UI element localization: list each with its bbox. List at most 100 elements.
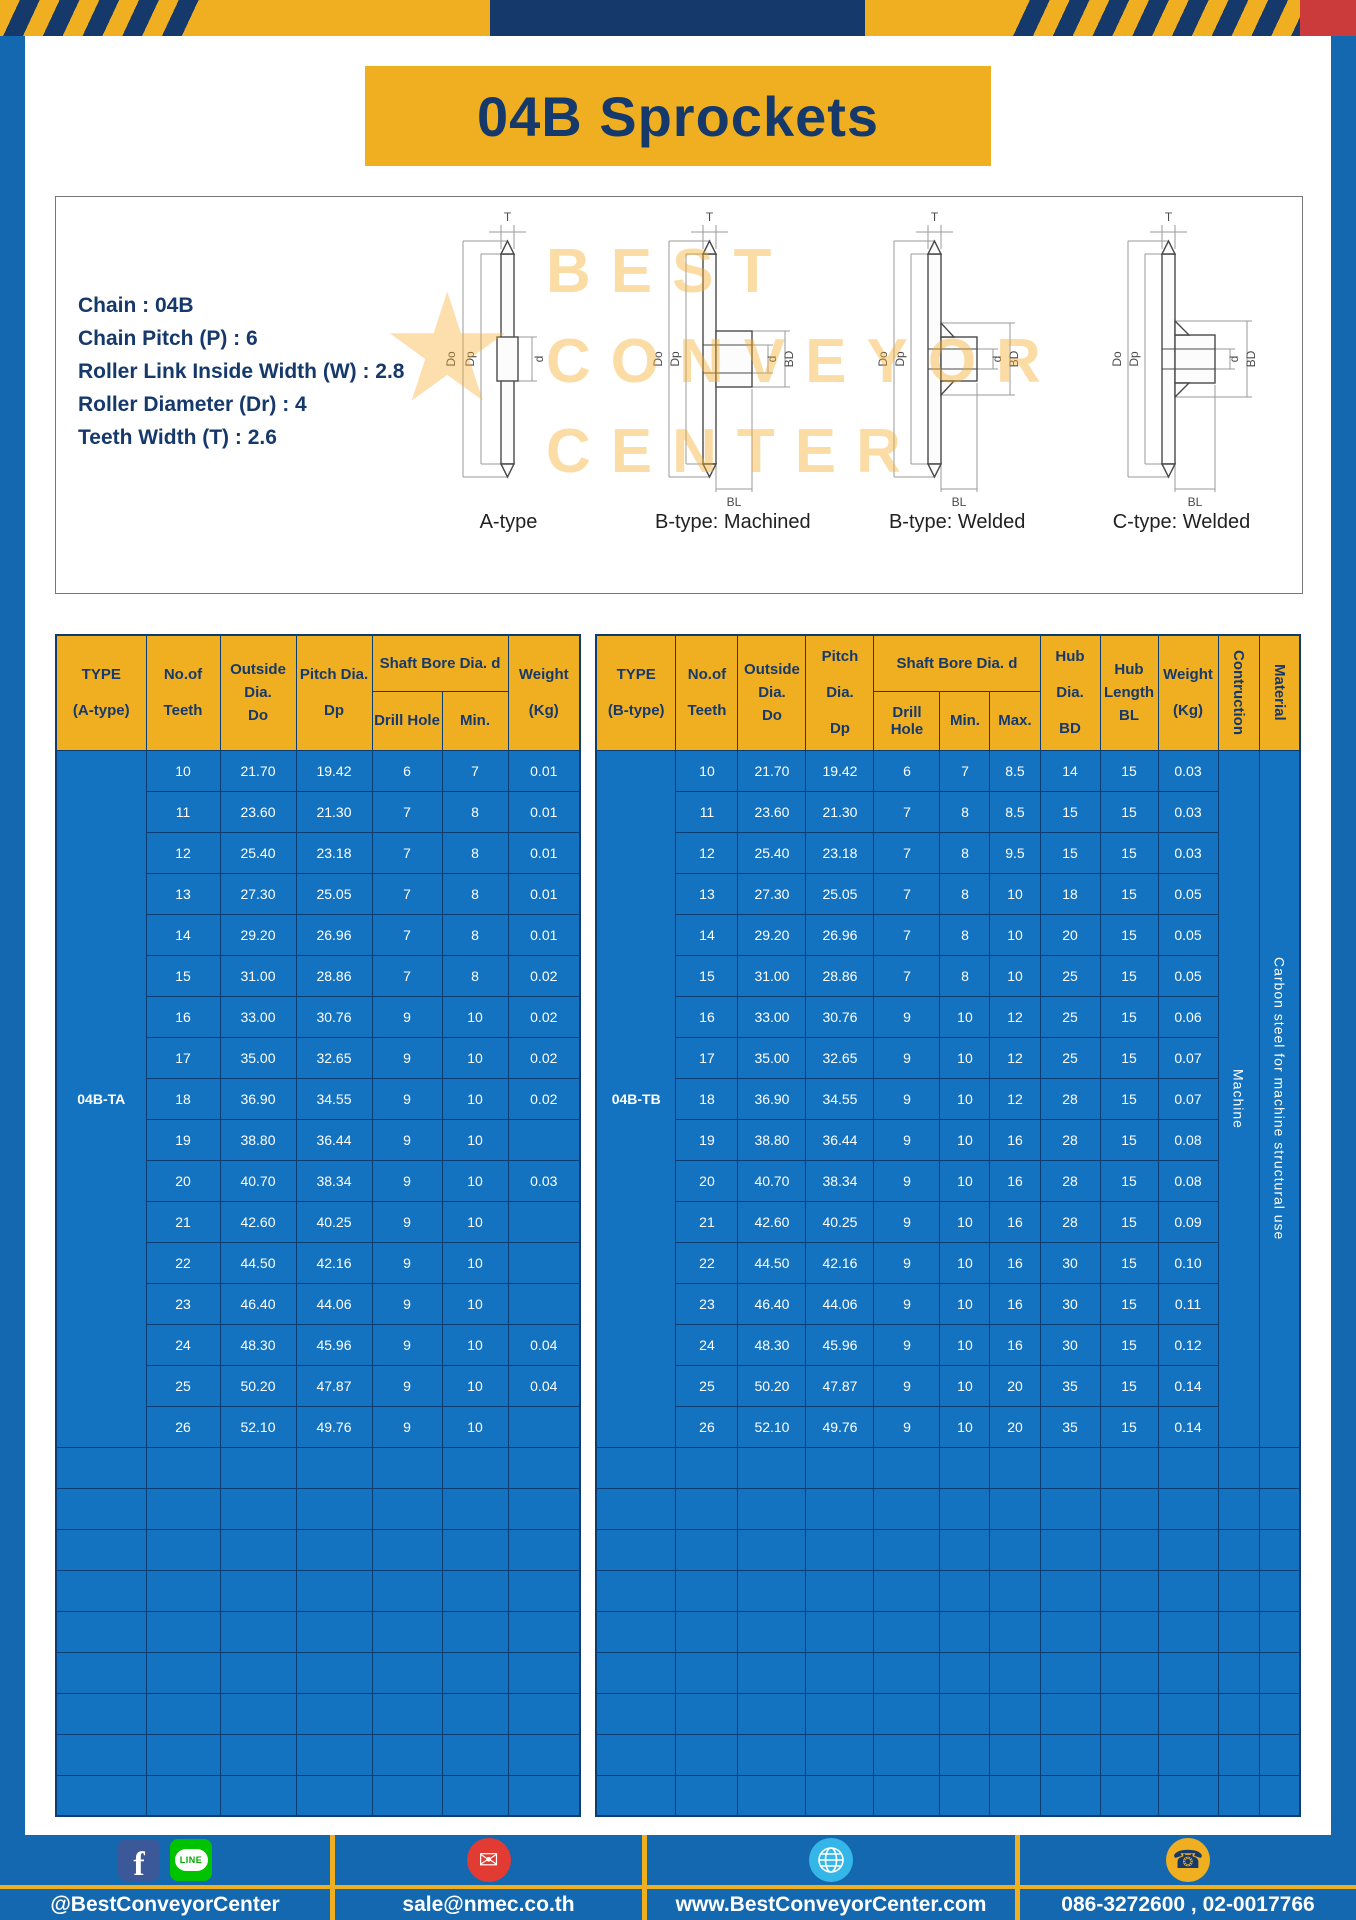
data-cell: 16 [989, 1200, 1041, 1243]
data-cell: 42.60 [219, 1200, 297, 1243]
data-cell: 9 [873, 1118, 941, 1161]
data-cell: 23.18 [805, 831, 875, 874]
empty-cell [1099, 1651, 1159, 1694]
data-cell: 10 [441, 1282, 509, 1325]
data-cell: 15 [1099, 1036, 1159, 1079]
data-cell: 7 [371, 954, 443, 997]
data-cell: 9 [371, 1323, 443, 1366]
empty-cell [145, 1692, 221, 1735]
data-cell: 15 [1039, 831, 1101, 874]
footer-section-phone: ☎ 086-3272600 , 02-0017766 [1015, 1835, 1356, 1920]
sprocket-table-a-type: TYPE (A-type) No.of Teeth Outside Dia. D… [55, 634, 582, 1817]
data-cell: 49.76 [295, 1405, 373, 1448]
data-cell: 13 [675, 872, 739, 915]
empty-cell [55, 1733, 147, 1776]
data-cell: 25 [1039, 995, 1101, 1038]
diagram-label-b-machined: B-type: Machined [655, 511, 811, 533]
empty-cell [805, 1651, 875, 1694]
empty-cell [55, 1446, 147, 1489]
data-cell: 28 [1039, 1200, 1101, 1243]
empty-cell [145, 1774, 221, 1817]
col-header-construction: Contruction [1217, 634, 1260, 751]
table-a-type-cell: 04B-TA [55, 749, 147, 1448]
data-row: 21 42.60 40.25 9 10 16 28 15 0.09 [596, 1200, 1300, 1243]
data-cell: 25.05 [295, 872, 373, 915]
data-cell: 10 [939, 1405, 991, 1448]
data-row: 25 50.20 47.87 9 10 0.04 [56, 1364, 581, 1407]
data-cell: 25 [1039, 1036, 1101, 1079]
dim-label-d: d [1227, 356, 1241, 363]
empty-cell [295, 1733, 373, 1776]
data-cell: 10 [939, 995, 991, 1038]
footer-section-social: f LINE @BestConveyorCenter [0, 1835, 330, 1920]
dim-label-bd: BD [1007, 350, 1021, 367]
data-row: 21 42.60 40.25 9 10 [56, 1200, 581, 1243]
data-cell: 10 [989, 954, 1041, 997]
empty-cell [675, 1651, 739, 1694]
dim-label-t: T [706, 210, 714, 224]
data-cell: 0.01 [507, 913, 581, 956]
data-cell: 0.03 [1157, 831, 1219, 874]
data-cell: 27.30 [737, 872, 807, 915]
data-cell [507, 1200, 581, 1243]
empty-cell [55, 1610, 147, 1653]
data-cell: 10 [441, 1200, 509, 1243]
spec-diagram-panel: ★ BEST CONVEYOR CENTER Chain : 04B Chain… [55, 196, 1303, 594]
line-label: LINE [179, 1855, 203, 1865]
empty-cell [1157, 1610, 1219, 1653]
data-cell: 16 [989, 1241, 1041, 1284]
empty-cell [1039, 1774, 1101, 1817]
data-cell: 38.34 [295, 1159, 373, 1202]
data-cell: 45.96 [805, 1323, 875, 1366]
data-cell: 7 [939, 749, 991, 792]
teeth-outline [926, 239, 942, 479]
dim-label-do: Do [651, 351, 665, 367]
data-cell: 0.03 [1157, 749, 1219, 792]
diagram-a-type: T Do Dp d A-type [401, 209, 616, 585]
spec-line-roller-width: Roller Link Inside Width (W) : 2.8 [78, 360, 405, 383]
dim-label-t: T [930, 210, 938, 224]
weld-fillets [939, 321, 956, 397]
data-cell: 12 [675, 831, 739, 874]
data-cell: 23.60 [219, 790, 297, 833]
empty-row [595, 1446, 1301, 1489]
diagram-label-b-welded: B-type: Welded [888, 511, 1026, 533]
empty-cell [989, 1569, 1041, 1612]
empty-cell [295, 1774, 373, 1817]
bore-lines [1161, 348, 1215, 370]
data-cell: 9 [371, 995, 443, 1038]
footer-social-handle: @BestConveyorCenter [50, 1892, 280, 1916]
empty-cell [1039, 1487, 1101, 1530]
empty-cell [441, 1651, 509, 1694]
empty-cell [371, 1446, 443, 1489]
empty-cell [55, 1487, 147, 1530]
data-cell: 28 [1039, 1118, 1101, 1161]
empty-cell [595, 1651, 677, 1694]
empty-cell [441, 1610, 509, 1653]
data-row: 19 38.80 36.44 9 10 16 28 15 0.08 [596, 1118, 1300, 1161]
data-cell: 7 [371, 872, 443, 915]
footer-rule [1020, 1885, 1356, 1889]
data-cell: 52.10 [219, 1405, 297, 1448]
empty-cell [1039, 1569, 1101, 1612]
dim-label-bl: BL [1188, 495, 1203, 509]
red-corner-block [1300, 0, 1356, 36]
data-cell: 32.65 [805, 1036, 875, 1079]
data-cell: 0.01 [507, 749, 581, 792]
data-row: 17 35.00 32.65 9 10 12 25 15 0.07 [596, 1036, 1300, 1079]
data-cell: 52.10 [737, 1405, 807, 1448]
dim-label-do: Do [1110, 351, 1124, 367]
empty-cell [873, 1528, 941, 1571]
empty-cell [507, 1774, 581, 1817]
data-cell: 17 [145, 1036, 221, 1079]
empty-cell [873, 1487, 941, 1530]
page-title: 04B Sprockets [365, 66, 991, 166]
col-header-type-a: TYPE (A-type) [55, 634, 147, 751]
yellow-band [865, 0, 1010, 36]
col-header-drill-hole: Drill Hole [873, 690, 941, 751]
data-cell: 30.76 [295, 995, 373, 1038]
hazard-stripe-left [0, 0, 200, 36]
empty-cell [219, 1487, 297, 1530]
data-row: 11 23.60 21.30 7 8 0.01 [56, 790, 581, 833]
data-cell: 30 [1039, 1282, 1101, 1325]
